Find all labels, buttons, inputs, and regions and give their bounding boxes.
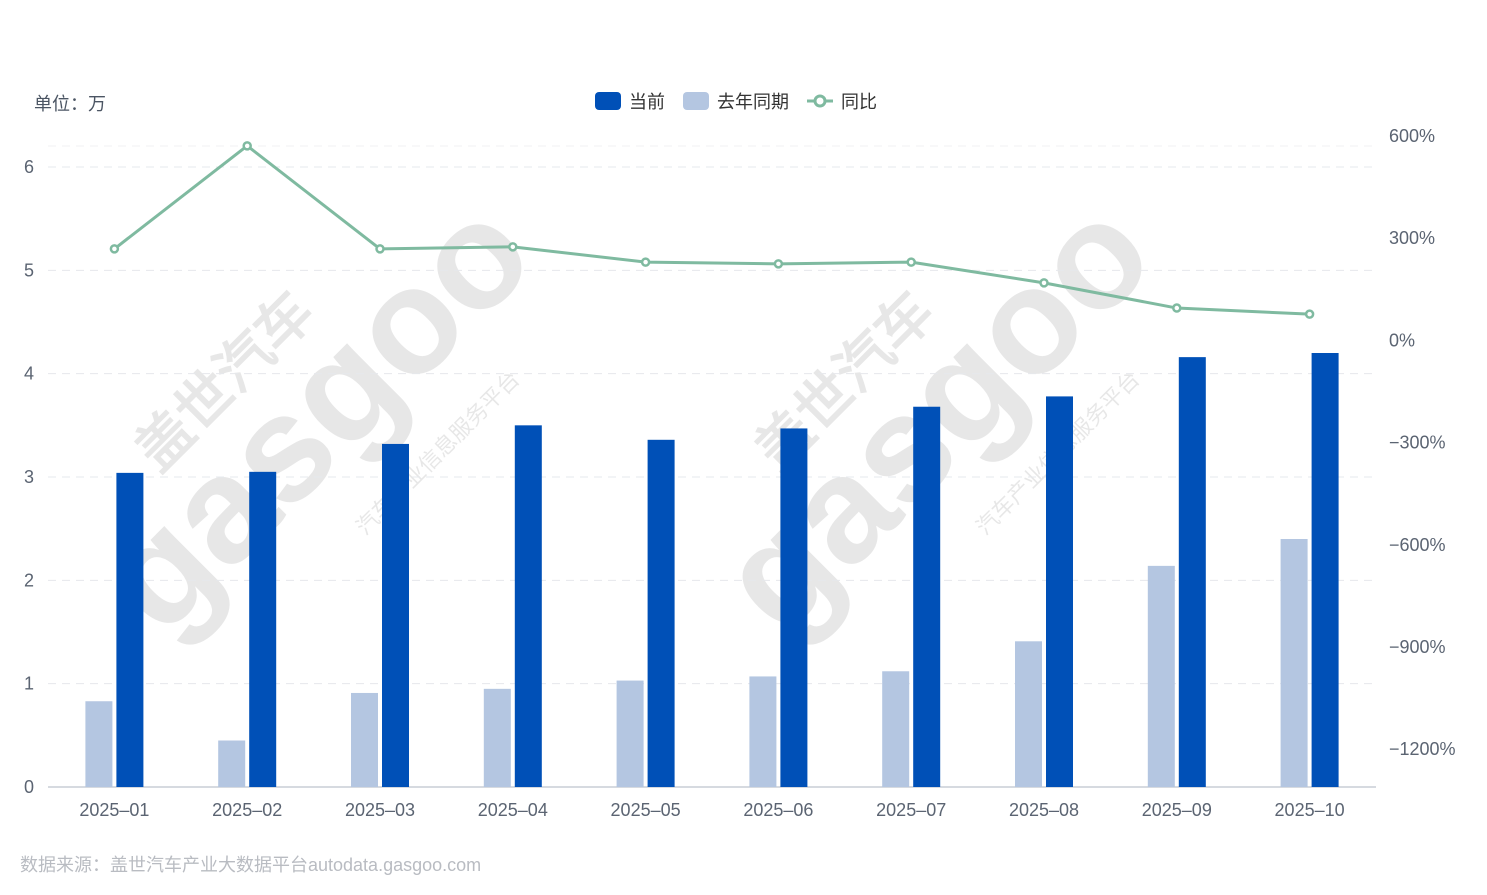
x-tick-label: 2025–01	[79, 800, 149, 820]
y2-tick-label: −1200%	[1389, 739, 1456, 759]
yoy-point[interactable]	[1039, 278, 1049, 288]
x-tick-label: 2025–09	[1142, 800, 1212, 820]
data-source: 数据来源：盖世汽车产业大数据平台autodata.gasgoo.com	[20, 855, 482, 875]
legend-item-current[interactable]: 当前	[595, 88, 665, 114]
x-tick-label: 2025–08	[1009, 800, 1079, 820]
y2-tick-label: −900%	[1389, 637, 1446, 657]
line-marker-icon	[807, 94, 833, 108]
legend-label-yoy: 同比	[841, 92, 877, 112]
x-tick-label: 2025–02	[212, 800, 282, 820]
bar-last-year[interactable]	[85, 701, 113, 787]
bar-last-year[interactable]	[749, 676, 777, 787]
bar-current[interactable]	[1046, 396, 1073, 787]
x-tick-label: 2025–05	[611, 800, 681, 820]
x-tick-label: 2025–10	[1275, 800, 1345, 820]
legend-label-last-year: 去年同期	[717, 92, 789, 112]
y-tick-label: 2	[24, 570, 34, 590]
bar-last-year[interactable]	[882, 671, 910, 787]
bar-current[interactable]	[1178, 357, 1206, 787]
legend-item-yoy[interactable]: 同比	[807, 88, 877, 114]
y-tick-label: 4	[24, 364, 34, 384]
x-tick-label: 2025–04	[478, 800, 548, 820]
y2-tick-label: 0%	[1389, 330, 1415, 350]
y-tick-label: 6	[24, 157, 34, 177]
legend-item-last-year[interactable]: 去年同期	[683, 88, 789, 114]
yoy-point[interactable]	[1304, 309, 1315, 319]
bar-last-year[interactable]	[1280, 539, 1308, 787]
yoy-point[interactable]	[242, 141, 252, 151]
yoy-point[interactable]	[1172, 303, 1182, 313]
bar-current[interactable]	[382, 443, 409, 787]
x-tick-label: 2025–06	[743, 800, 813, 820]
yoy-point[interactable]	[508, 242, 518, 252]
y2-tick-label: 300%	[1389, 228, 1435, 248]
bar-current[interactable]	[1311, 353, 1339, 787]
unit-label: 单位：万	[34, 94, 106, 114]
y-tick-label: 0	[24, 777, 34, 797]
bar-last-year[interactable]	[218, 740, 246, 788]
bar-current[interactable]	[780, 428, 808, 787]
x-tick-label: 2025–03	[345, 800, 415, 820]
bar-current[interactable]	[116, 472, 144, 787]
y2-tick-label: 600%	[1389, 126, 1435, 146]
yoy-line	[113, 144, 1310, 316]
bar-last-year[interactable]	[616, 680, 644, 787]
x-tick-label: 2025–07	[876, 800, 946, 820]
bar-current[interactable]	[913, 406, 941, 787]
yoy-point[interactable]	[109, 244, 120, 254]
y2-tick-label: −600%	[1389, 535, 1446, 555]
y-tick-label: 3	[24, 467, 34, 487]
legend: 当前 去年同期 同比	[595, 88, 877, 114]
bar-last-year[interactable]	[351, 692, 378, 787]
yoy-point[interactable]	[375, 244, 385, 254]
yoy-point[interactable]	[906, 257, 916, 267]
bar-current[interactable]	[249, 471, 277, 787]
legend-swatch-current	[595, 92, 621, 110]
y-tick-label: 1	[24, 674, 34, 694]
bar-current[interactable]	[514, 425, 542, 787]
y-tick-label: 5	[24, 260, 34, 280]
yoy-point[interactable]	[773, 259, 784, 269]
bar-current[interactable]	[647, 439, 675, 787]
bar-last-year[interactable]	[483, 688, 511, 787]
bar-last-year[interactable]	[1015, 641, 1042, 787]
legend-swatch-last-year	[683, 92, 709, 110]
yoy-point[interactable]	[640, 257, 651, 267]
bar-last-year[interactable]	[1147, 565, 1175, 787]
legend-label-current: 当前	[629, 92, 665, 112]
watermark: gasgoo盖世汽车汽车产业信息服务平台gasgoo盖世汽车汽车产业信息服务平台	[66, 166, 1182, 662]
y2-tick-label: −300%	[1389, 433, 1446, 453]
